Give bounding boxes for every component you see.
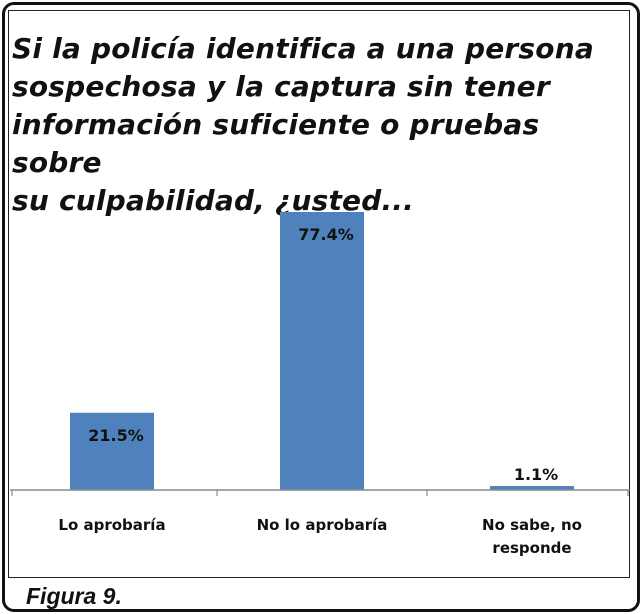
chart-title: Si la policía identifica a una persona s… bbox=[12, 30, 612, 220]
data-label-1: 21.5% bbox=[88, 426, 144, 445]
chart-title-line-4: su culpabilidad, ¿usted... bbox=[12, 184, 414, 217]
chart-title-line-2: sospechosa y la captura sin tener bbox=[12, 70, 550, 103]
bar-2 bbox=[280, 212, 364, 490]
category-label-3: No sabe, no responde bbox=[482, 516, 582, 557]
category-label-2: No lo aprobaría bbox=[257, 516, 388, 534]
figure-caption: Figura 9. bbox=[26, 583, 122, 609]
chart-title-line-1: Si la policía identifica a una persona bbox=[12, 32, 594, 65]
bar-1 bbox=[70, 412, 154, 490]
data-label-3: 1.1% bbox=[514, 465, 558, 484]
bar-3 bbox=[490, 486, 574, 490]
data-label-2: 77.4% bbox=[298, 225, 354, 244]
chart-title-line-3: información suficiente o pruebas sobre bbox=[12, 108, 540, 179]
category-label-1: Lo aprobaría bbox=[58, 516, 165, 534]
